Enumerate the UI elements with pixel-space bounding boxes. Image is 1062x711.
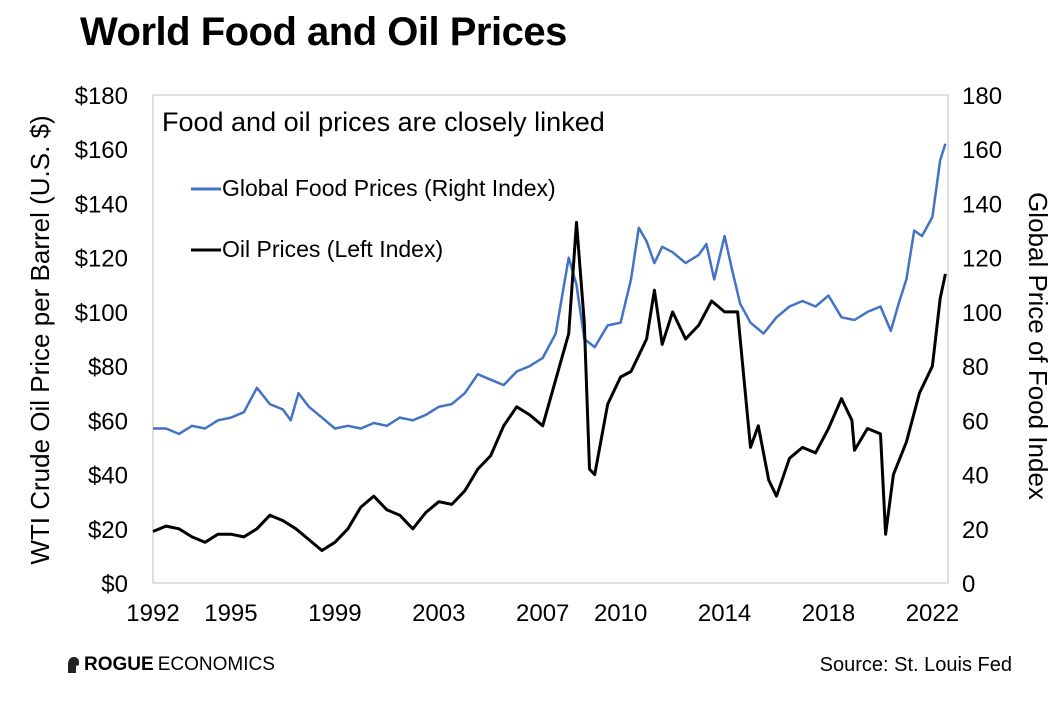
y-left-tick-label: $140 [75, 191, 128, 218]
y-left-tick-label: $160 [75, 137, 128, 164]
y-left-tick-label: $180 [75, 83, 128, 110]
y-right-axis-label: Global Price of Food Index [1023, 192, 1053, 500]
y-right-tick-label: 140 [962, 191, 1002, 218]
x-tick-label: 2018 [802, 600, 855, 627]
x-tick-label: 1995 [204, 600, 257, 627]
x-tick-label: 2014 [698, 600, 751, 627]
y-left-tick-label: $60 [88, 408, 128, 435]
y-left-tick-label: $0 [101, 571, 128, 598]
y-right-tick-label: 160 [962, 137, 1002, 164]
x-tick-label: 1992 [126, 600, 179, 627]
y-right-tick-label: 60 [962, 408, 989, 435]
oil-price-line [152, 220, 947, 552]
chart-title: World Food and Oil Prices [80, 10, 567, 54]
x-tick-label: 2007 [516, 600, 569, 627]
logo-text: ECONOMICS [157, 654, 275, 675]
x-axis-ticks: 1992 1995 1999 2003 2007 2010 2014 2018 2022 [126, 600, 959, 627]
plot-area [152, 94, 949, 584]
y-left-tick-label: $120 [75, 246, 128, 273]
chart-annotation: Food and oil prices are closely linked [162, 107, 605, 137]
y-right-tick-label: 100 [962, 300, 1002, 327]
rogue-economics-logo: ROGUE ECONOMICS [66, 654, 275, 676]
y-right-tick-label: 80 [962, 354, 989, 381]
x-tick-label: 1999 [308, 600, 361, 627]
legend: Global Food Prices (Right Index) Oil Pric… [191, 175, 556, 262]
legend-label: Oil Prices (Left Index) [222, 236, 443, 262]
y-right-tick-label: 0 [962, 571, 975, 598]
x-tick-label: 2022 [906, 600, 959, 627]
legend-label: Global Food Prices (Right Index) [222, 175, 556, 201]
y-right-tick-label: 120 [962, 246, 1002, 273]
y-right-tick-label: 40 [962, 463, 989, 490]
y-left-tick-label: $40 [88, 463, 128, 490]
y-left-tick-label: $80 [88, 354, 128, 381]
x-tick-label: 2003 [412, 600, 465, 627]
y-left-tick-label: $20 [88, 517, 128, 544]
y-left-axis-label: WTI Crude Oil Price per Barrel (U.S. $) [25, 115, 55, 564]
y-left-axis-ticks: $0 $20 $40 $60 $80 $100 $120 $140 $160 $180 [75, 83, 128, 598]
x-tick-label: 2010 [594, 600, 647, 627]
y-right-axis-ticks: 0 20 40 60 80 100 120 140 160 180 [962, 83, 1002, 598]
source-note: Source: St. Louis Fed [819, 654, 1012, 676]
y-left-tick-label: $100 [75, 300, 128, 327]
y-right-tick-label: 180 [962, 83, 1002, 110]
series-lines [152, 143, 947, 552]
y-right-tick-label: 20 [962, 517, 989, 544]
logo-icon [68, 657, 79, 673]
logo-text-bold: ROGUE [84, 654, 154, 675]
